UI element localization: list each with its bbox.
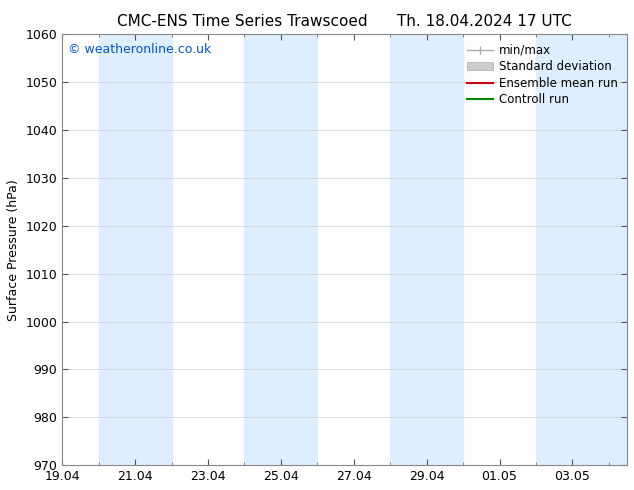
Legend: min/max, Standard deviation, Ensemble mean run, Controll run: min/max, Standard deviation, Ensemble me… (463, 40, 621, 110)
Bar (99, 34, 172, 465)
Bar (536, 34, 627, 465)
Y-axis label: Surface Pressure (hPa): Surface Pressure (hPa) (7, 179, 20, 320)
Bar (245, 34, 317, 465)
Title: CMC-ENS Time Series Trawscoed      Th. 18.04.2024 17 UTC: CMC-ENS Time Series Trawscoed Th. 18.04.… (117, 14, 572, 29)
Text: © weatheronline.co.uk: © weatheronline.co.uk (68, 43, 211, 56)
Bar (390, 34, 463, 465)
